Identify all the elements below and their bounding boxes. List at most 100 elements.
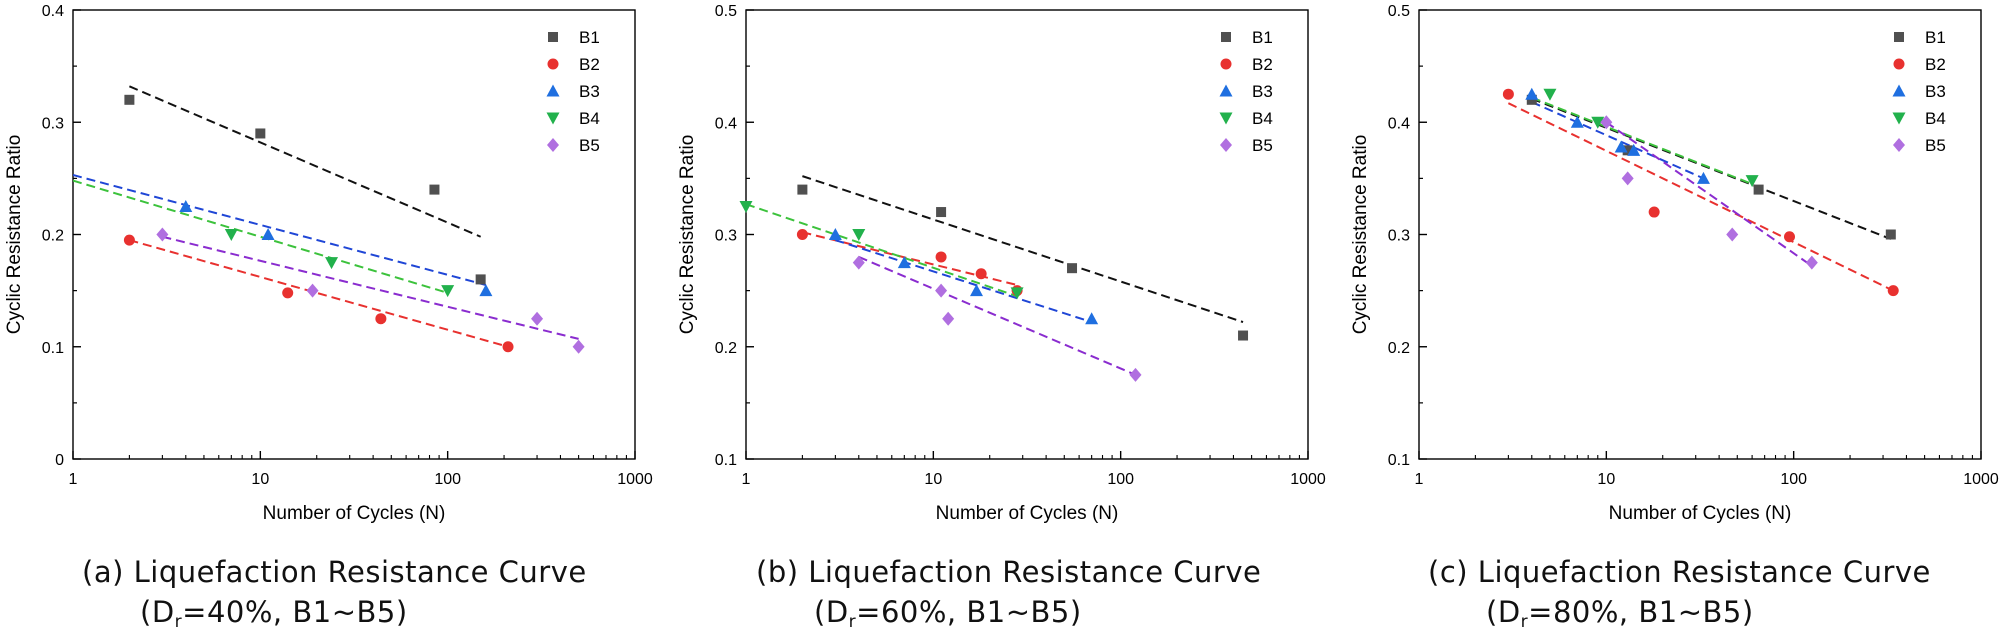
caption-a-condition: (Dr=40%, B1~B5) xyxy=(140,595,408,632)
legend-label-b3: B3 xyxy=(1925,82,1946,101)
legend-label-b4: B4 xyxy=(1925,109,1946,128)
point-b1 xyxy=(1238,330,1249,341)
y-tick-label: 0.2 xyxy=(1388,340,1410,357)
x-tick-label: 100 xyxy=(1780,471,1807,488)
point-b2 xyxy=(282,287,294,299)
point-b2 xyxy=(1502,88,1514,100)
point-b1 xyxy=(429,184,440,195)
fit-line-b5 xyxy=(162,235,579,340)
legend-marker-b2 xyxy=(1220,58,1232,70)
caption-a-title: (a) Liquefaction Resistance Curve xyxy=(82,555,587,589)
legend-label-b5: B5 xyxy=(1925,136,1946,155)
y-tick-label: 0.5 xyxy=(715,3,737,20)
point-b2 xyxy=(975,268,987,280)
x-tick-label: 1000 xyxy=(1290,471,1326,488)
fit-line-b2 xyxy=(129,239,509,348)
legend-label-b1: B1 xyxy=(1252,28,1273,47)
caption-c: (c) Liquefaction Resistance Curve (Dr=80… xyxy=(1428,552,2008,632)
y-tick-label: 0.3 xyxy=(1388,228,1410,245)
point-b4 xyxy=(224,229,238,241)
legend-label-b2: B2 xyxy=(1252,55,1273,74)
legend-label-b1: B1 xyxy=(579,28,600,47)
x-tick-label: 100 xyxy=(434,471,461,488)
y-tick-label: 0.3 xyxy=(715,228,737,245)
fit-line-b5 xyxy=(858,256,1136,376)
plot-frame xyxy=(1418,9,1982,460)
y-tick-label: 0.4 xyxy=(42,3,64,20)
y-tick-label: 0.1 xyxy=(715,452,737,469)
point-b3 xyxy=(1627,143,1641,156)
caption-a: (a) Liquefaction Resistance Curve (Dr=40… xyxy=(82,552,722,632)
chart-c: 0.1 0.2 0.3 0.4 0.5 1 10 100 1000 Number of Cycle… xyxy=(1350,3,1999,524)
caption-b-title: (b) Liquefaction Resistance Curve xyxy=(756,555,1262,589)
chart-b: 0.1 0.2 0.3 0.4 0.5 1 10 100 1000 Number of Cycle… xyxy=(677,3,1326,524)
point-b4 xyxy=(1591,116,1605,129)
x-tick-label: 1 xyxy=(69,471,78,488)
point-b3 xyxy=(828,228,842,240)
legend-marker-b5 xyxy=(1220,138,1232,152)
point-b3 xyxy=(970,284,984,297)
x-tick-label: 1 xyxy=(1415,471,1424,488)
point-b2 xyxy=(1783,231,1795,243)
point-b1 xyxy=(255,128,266,139)
x-axis-label: Number of Cycles (N) xyxy=(936,503,1119,524)
point-b4 xyxy=(1543,88,1557,101)
legend-label-b2: B2 xyxy=(579,55,600,74)
y-tick-label: 0.2 xyxy=(715,340,737,357)
legend-label-b3: B3 xyxy=(1252,82,1273,101)
x-tick-label: 10 xyxy=(1597,471,1615,488)
point-b5 xyxy=(852,255,865,270)
point-b1 xyxy=(1526,94,1537,105)
x-tick-label: 10 xyxy=(251,471,269,488)
point-b1 xyxy=(1622,145,1633,156)
y-tick-label: 0 xyxy=(55,452,64,469)
legend-marker-b4 xyxy=(1892,112,1906,125)
legend-marker-b3 xyxy=(1219,84,1233,97)
point-b1 xyxy=(1753,184,1764,195)
point-b3 xyxy=(479,284,493,297)
legend-marker-b5 xyxy=(1893,138,1905,152)
legend-label-b5: B5 xyxy=(1252,136,1273,155)
point-b5 xyxy=(531,311,544,326)
point-b1 xyxy=(936,207,947,218)
point-b5 xyxy=(1726,227,1739,242)
point-b4 xyxy=(852,229,866,241)
point-b2 xyxy=(796,229,808,240)
legend-label-b1: B1 xyxy=(1925,28,1946,47)
legend-marker-b3 xyxy=(1892,84,1906,97)
legend-marker-b2 xyxy=(547,58,559,70)
fit-line-b1 xyxy=(128,85,482,238)
legend-marker-b1 xyxy=(548,32,558,42)
legend-marker-b1 xyxy=(1894,32,1904,42)
y-axis-label: Cyclic Resistance Ratio xyxy=(677,135,698,335)
y-tick-label: 0.3 xyxy=(42,115,64,132)
y-tick-label: 0.2 xyxy=(42,228,64,245)
point-b1 xyxy=(797,184,808,195)
legend-marker-b2 xyxy=(1893,58,1905,70)
point-b4 xyxy=(739,200,753,213)
point-b3 xyxy=(1085,312,1099,325)
point-b3 xyxy=(1696,171,1710,184)
x-tick-label: 1000 xyxy=(617,471,653,488)
point-b1 xyxy=(475,274,486,285)
legend-marker-b4 xyxy=(546,112,560,125)
fit-line-b3 xyxy=(835,239,1092,324)
y-tick-label: 0.4 xyxy=(715,115,737,132)
y-axis-label: Cyclic Resistance Ratio xyxy=(4,135,25,335)
fit-line-b1 xyxy=(802,175,1244,324)
chart-a: 0 0.1 0.2 0.3 0.4 1 10 100 1000 Number of Cycles … xyxy=(4,3,653,524)
point-b4 xyxy=(441,285,455,298)
caption-b-condition: (Dr=60%, B1~B5) xyxy=(814,595,1082,632)
legend-marker-b4 xyxy=(1219,112,1233,125)
caption-c-condition: (Dr=80%, B1~B5) xyxy=(1486,595,1754,632)
plot-frame xyxy=(745,9,1309,460)
fit-line-b5 xyxy=(1605,121,1813,267)
point-b2 xyxy=(502,341,514,353)
legend-marker-b1 xyxy=(1221,32,1231,42)
point-b5 xyxy=(156,227,169,242)
y-tick-label: 0.1 xyxy=(42,340,64,357)
legend-label-b2: B2 xyxy=(1925,55,1946,74)
point-b1 xyxy=(1885,229,1896,240)
point-b5 xyxy=(1805,255,1818,270)
